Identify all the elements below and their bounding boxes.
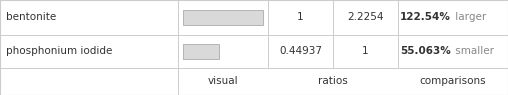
Text: 2.2254: 2.2254 — [347, 13, 384, 23]
Text: bentonite: bentonite — [6, 13, 56, 23]
Text: phosphonium iodide: phosphonium iodide — [6, 46, 112, 57]
Text: 55.063%: 55.063% — [400, 46, 451, 57]
Text: 122.54%: 122.54% — [400, 13, 451, 23]
Text: larger: larger — [452, 13, 486, 23]
Text: comparisons: comparisons — [420, 76, 486, 87]
FancyBboxPatch shape — [183, 10, 263, 25]
Text: smaller: smaller — [452, 46, 494, 57]
Text: 0.44937: 0.44937 — [279, 46, 322, 57]
Text: 1: 1 — [297, 13, 304, 23]
Text: visual: visual — [208, 76, 238, 87]
FancyBboxPatch shape — [183, 44, 219, 59]
Text: ratios: ratios — [318, 76, 348, 87]
Text: 1: 1 — [362, 46, 369, 57]
